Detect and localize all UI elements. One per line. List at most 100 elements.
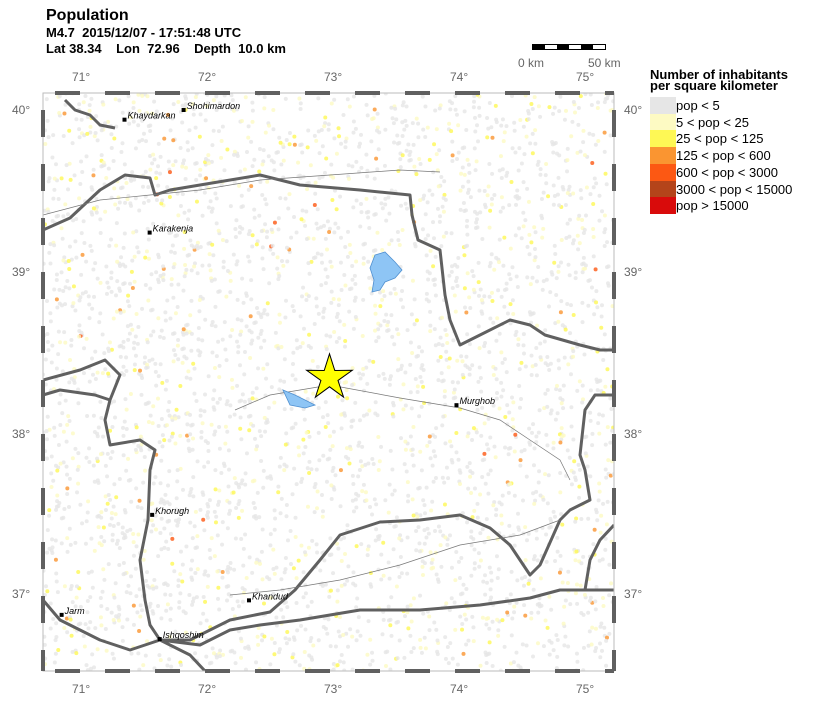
- density-cell: [460, 622, 465, 627]
- density-cell: [70, 431, 75, 436]
- density-cell: [189, 298, 194, 303]
- density-cell: [386, 560, 391, 565]
- density-cell: [357, 141, 362, 146]
- density-cell: [261, 468, 266, 473]
- density-cell: [65, 630, 70, 635]
- density-cell: [602, 149, 607, 154]
- density-cell: [284, 431, 289, 436]
- density-cell: [405, 604, 410, 609]
- density-cell: [114, 614, 119, 619]
- density-cell: [540, 235, 545, 240]
- density-cell: [323, 121, 328, 126]
- density-cell: [166, 112, 171, 117]
- density-cell: [151, 152, 156, 157]
- legend-item: pop < 5: [650, 97, 819, 114]
- density-cell: [293, 535, 298, 540]
- density-cell: [595, 518, 600, 523]
- density-cell: [171, 138, 176, 143]
- density-cell: [467, 170, 472, 175]
- density-cell: [317, 458, 322, 463]
- density-cell: [531, 654, 536, 659]
- density-cell: [557, 366, 562, 371]
- density-cell: [128, 201, 133, 206]
- density-cell: [264, 235, 269, 240]
- density-cell: [148, 333, 153, 338]
- density-cell: [548, 290, 553, 295]
- density-cell: [364, 196, 369, 201]
- density-cell: [90, 187, 95, 192]
- density-cell: [180, 192, 185, 197]
- density-cell: [555, 535, 560, 540]
- density-cell: [464, 127, 469, 132]
- density-cell: [344, 380, 349, 385]
- density-cell: [168, 592, 173, 597]
- density-cell: [513, 233, 518, 238]
- density-cell: [374, 339, 379, 344]
- density-cell: [447, 356, 452, 361]
- density-cell: [99, 128, 104, 133]
- density-cell: [177, 517, 182, 522]
- density-cell: [580, 270, 585, 275]
- density-cell: [386, 195, 391, 200]
- density-cell: [171, 359, 176, 364]
- density-cell: [129, 574, 134, 579]
- density-cell: [188, 238, 193, 243]
- density-cell: [211, 128, 216, 133]
- density-cell: [316, 96, 321, 101]
- density-cell: [297, 96, 302, 101]
- density-cell: [543, 328, 548, 333]
- density-cell: [510, 616, 515, 621]
- density-cell: [127, 281, 132, 286]
- density-cell: [66, 258, 71, 263]
- density-cell: [544, 432, 549, 437]
- legend-label: pop < 5: [676, 98, 720, 113]
- density-cell: [177, 605, 182, 610]
- density-cell: [559, 426, 564, 431]
- density-cell: [229, 377, 234, 382]
- density-cell: [147, 604, 152, 609]
- density-cell: [494, 377, 499, 382]
- density-cell: [206, 153, 211, 158]
- density-cell: [158, 531, 163, 536]
- density-cell: [88, 243, 93, 248]
- density-cell: [370, 650, 375, 655]
- density-cell: [54, 504, 59, 509]
- density-cell: [401, 100, 406, 105]
- density-cell: [239, 655, 244, 660]
- density-cell: [283, 96, 288, 101]
- density-cell: [217, 363, 222, 368]
- density-cell: [62, 255, 67, 260]
- density-cell: [480, 311, 485, 316]
- density-cell: [54, 507, 59, 512]
- density-cell: [320, 509, 325, 514]
- density-cell: [143, 402, 148, 407]
- density-cell: [579, 196, 584, 201]
- density-cell: [269, 636, 274, 641]
- density-cell: [353, 295, 358, 300]
- density-cell: [113, 581, 118, 586]
- density-cell: [212, 509, 217, 514]
- density-cell: [167, 469, 172, 474]
- density-cell: [339, 583, 344, 588]
- density-cell: [359, 210, 364, 215]
- density-cell: [324, 333, 329, 338]
- density-cell: [310, 358, 315, 363]
- density-cell: [150, 357, 155, 362]
- density-cell: [395, 230, 400, 235]
- density-cell: [343, 454, 348, 459]
- density-cell: [350, 473, 355, 478]
- density-cell: [243, 645, 248, 650]
- density-cell: [82, 644, 87, 649]
- density-cell: [316, 129, 321, 134]
- density-cell: [333, 221, 338, 226]
- density-cell: [162, 438, 167, 443]
- density-cell: [365, 381, 370, 386]
- density-cell: [241, 591, 246, 596]
- density-cell: [120, 141, 125, 146]
- density-cell: [110, 651, 115, 656]
- density-cell: [388, 377, 393, 382]
- density-cell: [133, 146, 138, 151]
- density-cell: [498, 209, 503, 214]
- density-cell: [263, 429, 268, 434]
- density-cell: [239, 193, 244, 198]
